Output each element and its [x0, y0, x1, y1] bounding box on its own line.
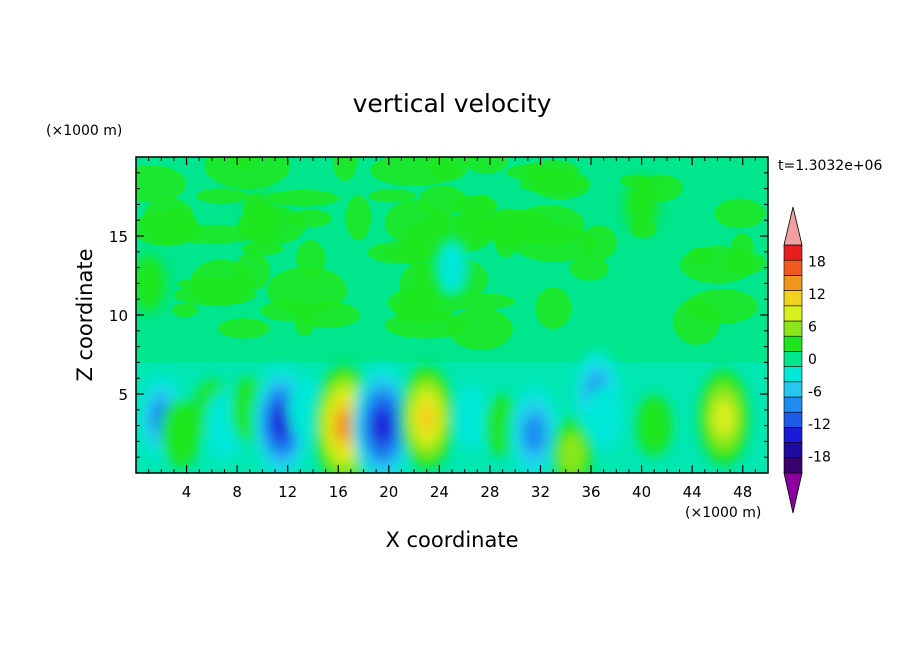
y-axis: 5 10 15: [109, 172, 768, 458]
texture-patch: [266, 189, 339, 207]
x-tick-label: 40: [632, 483, 651, 501]
colorbar-tick-label: -6: [808, 385, 822, 401]
contour-cell: [160, 398, 200, 469]
contour-cell: [417, 401, 437, 434]
x-tick-label: 12: [278, 483, 297, 501]
colorbar-swatch: [783, 366, 803, 383]
colorbar-swatch: [783, 259, 803, 276]
colorbar-swatch: [783, 381, 803, 398]
texture-patch: [136, 165, 187, 203]
texture-patch: [289, 209, 332, 228]
texture-patch: [465, 157, 508, 174]
contour-cell: [624, 176, 659, 233]
y-unit-label: (×1000 m): [46, 123, 122, 139]
colorbar-swatch: [783, 290, 803, 307]
texture-patch: [298, 301, 360, 328]
texture-patch: [714, 198, 766, 229]
texture-patch: [569, 255, 609, 281]
texture-patch: [535, 287, 572, 330]
texture-patch: [218, 318, 270, 339]
texture-patch: [229, 157, 256, 170]
texture-patch: [345, 195, 372, 241]
colorbar-swatch: [783, 305, 803, 322]
colorbar-swatch: [783, 351, 803, 367]
texture-patch: [142, 197, 196, 245]
colorbar-swatch: [783, 335, 803, 352]
texture-patch: [511, 204, 585, 246]
contour-cell: [335, 410, 354, 442]
contour-cell: [245, 192, 280, 249]
colorbar-swatch: [783, 244, 803, 261]
colorbar: 18 12 6 0 -6 -12 -18: [783, 206, 831, 514]
x-unit-label: (×1000 m): [685, 505, 761, 521]
colorbar-swatch: [783, 411, 803, 428]
x-axis-label: X coordinate: [385, 528, 518, 552]
contour-cell: [559, 433, 585, 473]
x-tick-label: 24: [430, 483, 449, 501]
contour-cell: [136, 255, 166, 312]
x-tick-label: 16: [329, 483, 348, 501]
y-tick-label: 5: [118, 386, 128, 404]
x-tick-label: 32: [531, 483, 550, 501]
y-tick-label: 15: [109, 228, 128, 246]
colorbar-swatch: [783, 427, 803, 443]
x-axis: 4 8 12 16 20 24 28 32 36 40 44 48: [148, 157, 756, 501]
x-tick-label: 8: [232, 483, 242, 501]
contour-cells: [136, 176, 749, 473]
texture-patch: [196, 188, 248, 204]
colorbar-tick-label: 0: [808, 352, 817, 368]
contour-cell: [272, 407, 291, 437]
texture-patch: [368, 189, 416, 203]
colorbar-tick-label: 18: [808, 254, 826, 270]
texture-patch: [370, 157, 459, 187]
texture-patch: [332, 157, 358, 182]
texture-patch: [384, 311, 467, 339]
colorbar-swatch: [783, 396, 803, 413]
texture-patch: [412, 215, 495, 254]
y-tick-label: 10: [109, 307, 128, 325]
texture-patch: [580, 225, 617, 260]
contour-cell: [435, 239, 469, 296]
colorbar-swatch: [783, 442, 803, 459]
time-label: t=1.3032e+06: [778, 158, 882, 174]
contour-cell: [452, 385, 490, 451]
texture-patch: [171, 302, 198, 318]
colorbar-swatch: [783, 457, 803, 474]
x-tick-label: 36: [581, 483, 600, 501]
texture-patch: [453, 195, 498, 216]
contour-cell: [373, 410, 392, 442]
texture-patch: [241, 242, 284, 256]
colorbar-tick-label: 12: [808, 287, 826, 303]
y-axis-label: Z coordinate: [73, 248, 97, 381]
texture-patch: [673, 298, 720, 345]
texture-patch: [204, 157, 291, 190]
texture-patch: [190, 259, 252, 307]
x-tick-label: 28: [480, 483, 499, 501]
contour-cell: [636, 395, 673, 456]
colorbar-under-arrow: [783, 472, 803, 514]
colorbar-tick-label: 6: [808, 319, 817, 335]
texture-patch: [722, 250, 766, 275]
upper-patches: [136, 157, 766, 350]
colorbar-tick-label: -12: [808, 417, 831, 433]
x-tick-label: 4: [182, 483, 192, 501]
x-tick-label: 48: [733, 483, 752, 501]
contour-cell: [584, 385, 623, 451]
colorbar-swatch: [783, 275, 803, 291]
contour-cell: [523, 414, 546, 453]
colorbar-swatch: [783, 320, 803, 337]
texture-patch: [518, 174, 587, 193]
contour-cell: [712, 399, 735, 437]
chart-title: vertical velocity: [353, 89, 552, 118]
x-tick-label: 20: [379, 483, 398, 501]
x-tick-label: 44: [683, 483, 702, 501]
texture-patch: [448, 308, 513, 350]
texture-patch: [296, 239, 326, 278]
colorbar-tick-label: -18: [808, 450, 831, 466]
colorbar-over-arrow: [783, 206, 803, 246]
